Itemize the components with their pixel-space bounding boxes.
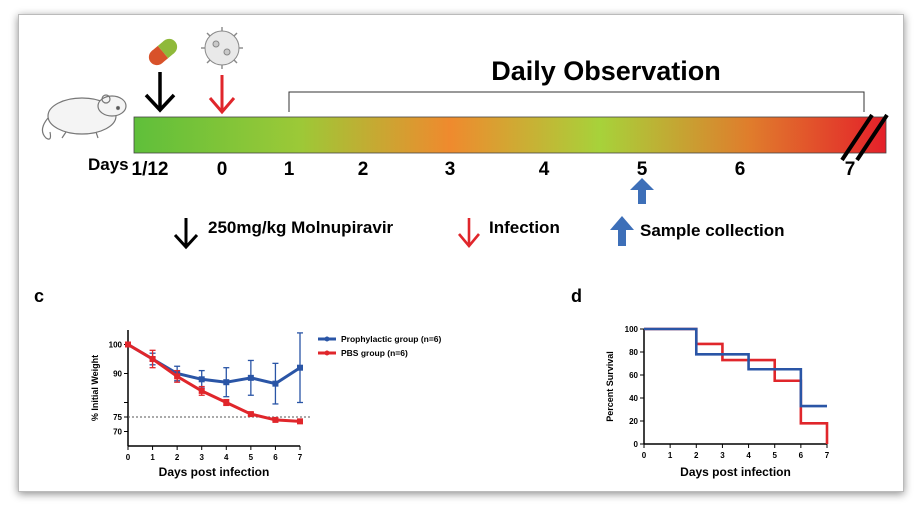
legend-sample-label: Sample collection <box>640 221 785 240</box>
x-tick-label: 6 <box>799 451 804 460</box>
data-point <box>198 376 205 383</box>
day-label: 7 <box>845 159 856 180</box>
y-axis-title: Percent Survival <box>605 351 615 422</box>
mouse-illustration <box>41 94 127 140</box>
data-point <box>247 411 254 418</box>
data-point <box>247 374 254 381</box>
y-tick-label: 80 <box>629 348 638 357</box>
break-marks <box>840 113 889 162</box>
x-tick-label: 7 <box>298 453 303 462</box>
day-label: 1 <box>284 159 295 180</box>
series-line <box>127 343 301 423</box>
day-label: 4 <box>539 159 550 180</box>
legend-marker <box>324 336 330 342</box>
legend-sample-arrow <box>610 216 634 246</box>
figure-frame <box>18 14 904 492</box>
legend-label: Prophylactic group (n=6) <box>341 334 442 344</box>
legend-molnupiravir-arrow <box>173 218 199 250</box>
observation-bracket <box>288 91 865 112</box>
day-label: 2 <box>358 159 369 180</box>
weight-chart: 0 1 2 3 4 5 6 7 70 75 90 100 Days post infection % In… <box>90 330 442 479</box>
virus-illustration <box>201 27 243 69</box>
molnupiravir-arrow <box>144 72 176 113</box>
data-point <box>297 364 303 371</box>
x-tick-label: 1 <box>668 451 673 460</box>
data-point <box>223 379 230 386</box>
sample-collection-arrow <box>630 178 654 204</box>
y-tick-label: 70 <box>113 428 122 437</box>
y-tick-label: 100 <box>109 341 123 350</box>
x-axis-title: Days post infection <box>159 465 270 479</box>
x-tick-label: 3 <box>720 451 725 460</box>
x-tick-label: 4 <box>746 451 751 460</box>
y-tick-label: 20 <box>629 417 638 426</box>
y-tick-label: 100 <box>625 325 639 334</box>
day-label: 5 <box>637 159 648 180</box>
y-tick-label: 0 <box>634 440 639 449</box>
x-tick-label: 4 <box>224 453 229 462</box>
x-tick-label: 6 <box>273 453 278 462</box>
x-tick-label: 3 <box>199 453 204 462</box>
data-point <box>198 387 205 394</box>
data-point <box>174 373 181 380</box>
x-axis-title: Days post infection <box>680 465 791 479</box>
day-label: 1/12 <box>132 159 169 180</box>
x-tick-label: 5 <box>249 453 254 462</box>
data-point <box>272 416 279 423</box>
legend-molnupiravir-label: 250mg/kg Molnupiravir <box>208 218 394 237</box>
day-label: 3 <box>445 159 456 180</box>
x-tick-label: 7 <box>825 451 830 460</box>
y-tick-label: 60 <box>629 371 638 380</box>
data-point <box>272 380 279 387</box>
survival-step-line <box>644 327 827 408</box>
legend-label: PBS group (n=6) <box>341 348 408 358</box>
panel-d-letter: d <box>571 286 582 306</box>
x-tick-label: 0 <box>126 453 131 462</box>
survival-chart: 0 1 2 3 4 5 6 7 0 20 40 60 80 100 Days post infection P… <box>605 325 830 479</box>
x-tick-label: 2 <box>175 453 180 462</box>
y-axis-title: % Initial Weight <box>90 355 100 421</box>
y-tick-label: 40 <box>629 394 638 403</box>
x-tick-label: 5 <box>772 451 777 460</box>
legend-infection-label: Infection <box>489 218 560 237</box>
y-tick-label: 75 <box>113 413 122 422</box>
panel-c-letter: c <box>34 286 44 306</box>
day-label: 6 <box>735 159 746 180</box>
days-label: Days <box>88 155 129 174</box>
data-point <box>125 341 131 348</box>
x-tick-label: 1 <box>150 453 155 462</box>
data-point <box>297 418 303 425</box>
infection-arrow <box>208 75 236 115</box>
day-label: 0 <box>217 159 228 180</box>
survival-step-line <box>644 327 829 444</box>
timeline-bar <box>133 116 887 154</box>
day-labels: 1/12 0 1 2 3 4 5 6 7 <box>132 159 856 180</box>
observation-title: Daily Observation <box>491 56 721 86</box>
y-tick-label: 90 <box>113 370 122 379</box>
data-point <box>223 399 230 406</box>
x-tick-label: 2 <box>694 451 699 460</box>
legend-marker <box>324 350 330 356</box>
x-tick-label: 0 <box>642 451 647 460</box>
legend-infection-arrow <box>458 218 480 249</box>
pill-illustration <box>148 38 178 66</box>
data-point <box>149 356 156 362</box>
